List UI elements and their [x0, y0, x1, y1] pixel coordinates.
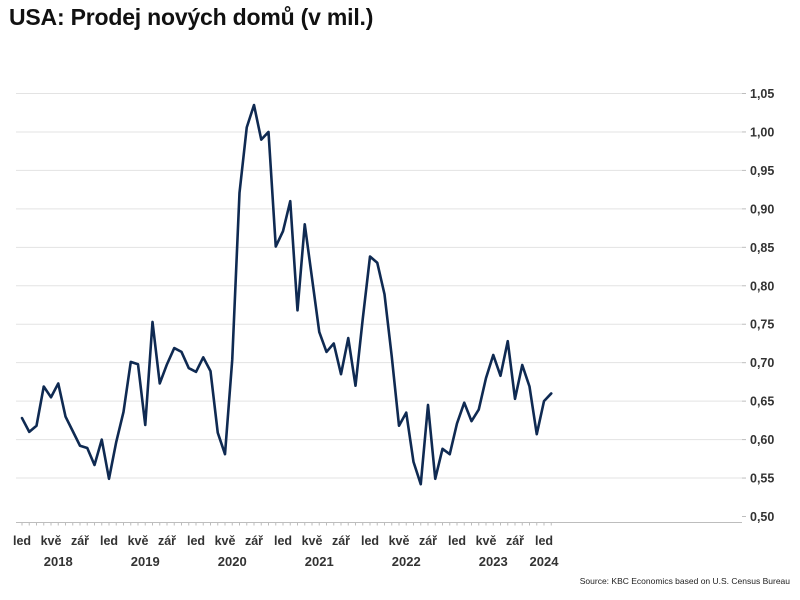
x-tick-label: led	[361, 534, 379, 548]
y-tick-label: 0,95	[750, 164, 774, 178]
x-tick-label: led	[187, 534, 205, 548]
source-note: Source: KBC Economics based on U.S. Cens…	[579, 576, 790, 586]
x-tick-label: led	[13, 534, 31, 548]
x-tick-label: kvě	[389, 534, 410, 548]
x-tick-label: zář	[506, 534, 524, 548]
x-tick-label: zář	[71, 534, 89, 548]
y-tick-label: 0,80	[750, 279, 774, 293]
x-tick-label: zář	[158, 534, 176, 548]
x-tick-label: led	[535, 534, 553, 548]
x-tick-label: led	[100, 534, 118, 548]
x-tick-label: kvě	[302, 534, 323, 548]
y-tick-label: 0,70	[750, 356, 774, 370]
x-tick-label: kvě	[476, 534, 497, 548]
x-tick-label: led	[448, 534, 466, 548]
year-label: 2019	[131, 554, 160, 569]
y-tick-label: 0,55	[750, 472, 774, 486]
x-axis-ticks: led kvě zář led kvě zář led kvě zář led kvě zář led k…	[13, 522, 553, 548]
y-tick-label: 0,85	[750, 241, 774, 255]
year-label: 2023	[479, 554, 508, 569]
y-tick-label: 0,65	[750, 395, 774, 409]
year-label: 2022	[392, 554, 421, 569]
year-labels: 2018 2019 2020 2021 2022 2023 2024	[44, 554, 559, 569]
x-tick-label: led	[274, 534, 292, 548]
y-tick-label: 1,05	[750, 87, 774, 101]
x-tick-label: zář	[419, 534, 437, 548]
y-tick-label: 0,50	[750, 510, 774, 524]
x-tick-label: zář	[245, 534, 263, 548]
year-label: 2018	[44, 554, 73, 569]
y-tick-label: 0,75	[750, 318, 774, 332]
y-tick-label: 1,00	[750, 125, 774, 139]
year-label: 2020	[218, 554, 247, 569]
series-points	[21, 104, 553, 486]
year-label: 2021	[305, 554, 334, 569]
x-tick-label: zář	[332, 534, 350, 548]
y-tick-label: 0,60	[750, 433, 774, 447]
year-label: 2024	[530, 554, 560, 569]
series-line-new-home-sales	[20, 103, 553, 486]
y-axis-ticks: 0,50 0,55 0,60 0,65 0,70 0,75 0,80 0,85 0,90 0,95…	[742, 87, 774, 524]
x-tick-label: kvě	[215, 534, 236, 548]
grid-lines	[16, 93, 742, 479]
y-tick-label: 0,90	[750, 202, 774, 216]
x-tick-label: kvě	[41, 534, 62, 548]
chart-title: USA: Prodej nových domů (v mil.)	[9, 4, 374, 30]
x-tick-label: kvě	[128, 534, 149, 548]
